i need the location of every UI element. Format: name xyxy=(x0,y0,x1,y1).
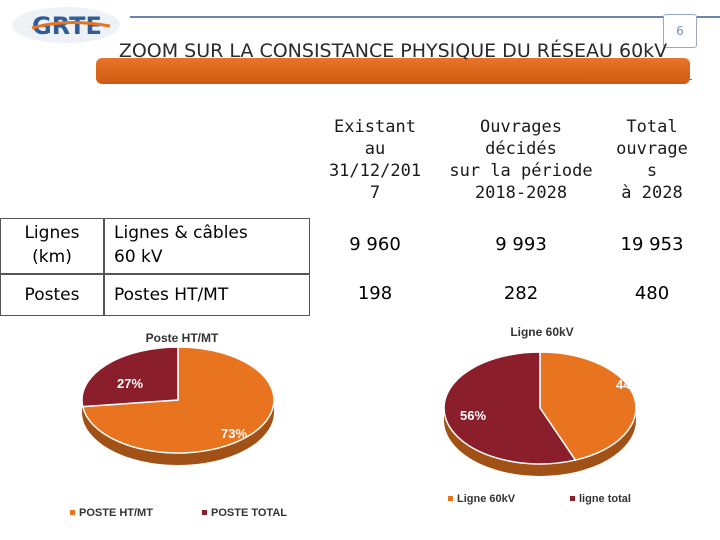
legend-label: Ligne 60kV xyxy=(457,493,516,505)
chart-title: Ligne 60kV xyxy=(510,325,573,339)
row-sublabel-lignes: Lignes & câbles 60 kV xyxy=(114,221,304,269)
row-label-line: Postes xyxy=(24,285,80,305)
col-header-line: 31/12/201 xyxy=(328,161,422,181)
header-rule xyxy=(130,16,720,18)
row-label-lignes: Lignes (km) xyxy=(0,221,104,269)
row-sublabel-cell-postes xyxy=(104,274,310,316)
pie-slice-1 xyxy=(539,351,637,461)
legend-swatch xyxy=(70,510,75,515)
slice-label-2: 56% xyxy=(460,408,486,423)
logo-graphic: GRTE xyxy=(12,7,120,43)
legend-label: ligne total xyxy=(579,493,631,505)
col-header-line: 7 xyxy=(369,183,381,203)
value-lignes-total: 19 953 xyxy=(620,234,684,255)
row-sublabel-cell-lignes xyxy=(104,218,310,274)
title-underline xyxy=(580,79,692,80)
col-header-line: au xyxy=(364,139,386,159)
grte-logo: GRTE xyxy=(10,4,122,46)
value-lignes-existant: 9 960 xyxy=(349,234,401,255)
legend-swatch xyxy=(448,496,453,501)
col-header-line: à 2028 xyxy=(621,183,683,203)
row-label-cell-lignes xyxy=(0,218,104,274)
col-header-line: décidés xyxy=(485,139,557,159)
row-sublabel-line: 60 kV xyxy=(114,247,163,267)
col-header-ouvrages: Ouvrages décidés sur la période 2018-202… xyxy=(440,116,602,204)
page-title: ZOOM SUR LA CONSISTANCE PHYSIQUE DU RÉSE… xyxy=(118,40,668,62)
pie-slice-2 xyxy=(443,351,577,465)
value-lignes-ouvrages: 9 993 xyxy=(495,234,547,255)
pie-slice-2 xyxy=(81,346,179,408)
col-header-total: Total ouvrage s à 2028 xyxy=(602,116,702,204)
row-sublabel-line: Postes HT/MT xyxy=(114,285,229,305)
slice-label-1: 73% xyxy=(221,426,247,441)
slice-label-1: 44% xyxy=(616,377,642,392)
row-label-postes: Postes xyxy=(0,283,104,307)
col-header-line: sur la période xyxy=(449,161,593,181)
legend-swatch xyxy=(570,496,575,501)
pie-chart-poste: Poste HT/MT 73% 27% POSTE HT/MT POSTE TOTAL xyxy=(70,331,287,519)
legend-swatch xyxy=(202,510,207,515)
value-postes-ouvrages: 282 xyxy=(503,283,539,304)
row-label-cell-postes xyxy=(0,274,104,316)
row-sublabel-line: Lignes & câbles xyxy=(114,223,248,243)
row-label-line: Lignes xyxy=(24,223,80,243)
col-header-line: Ouvrages xyxy=(480,117,562,137)
col-header-line: s xyxy=(646,161,658,181)
legend-label: POSTE TOTAL xyxy=(211,507,287,519)
col-header-line: 2018-2028 xyxy=(474,183,568,203)
value-postes-existant: 198 xyxy=(357,283,393,304)
col-header-existant: Existant au 31/12/201 7 xyxy=(312,116,438,204)
value-postes-total: 480 xyxy=(634,283,670,304)
slice-label-2: 27% xyxy=(117,376,143,391)
row-label-line: (km) xyxy=(32,247,72,267)
col-header-line: Existant xyxy=(334,117,416,137)
row-sublabel-postes: Postes HT/MT xyxy=(114,283,304,307)
col-header-line: ouvrage xyxy=(616,139,688,159)
chart-title: Poste HT/MT xyxy=(146,331,219,345)
pie-chart-ligne: Ligne 60kV 44% 56% Ligne 60kV ligne total xyxy=(443,325,642,505)
col-header-line: Total xyxy=(626,117,678,137)
page-number: 6 xyxy=(663,14,697,48)
legend-label: POSTE HT/MT xyxy=(79,507,153,519)
